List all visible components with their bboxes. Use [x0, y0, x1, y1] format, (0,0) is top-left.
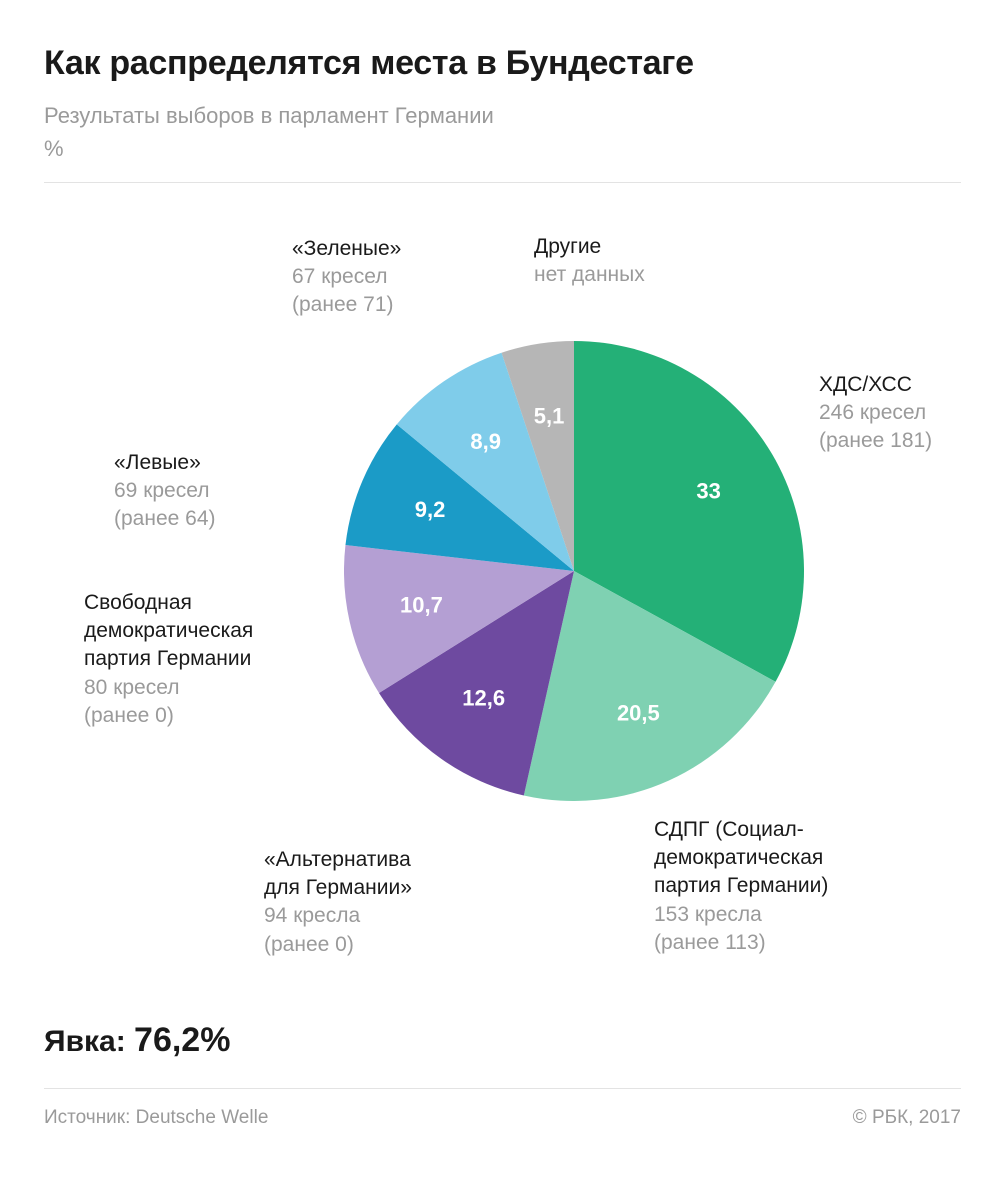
slice-ext-label: Другиенет данных: [534, 233, 645, 290]
slice-value-label: 10,7: [400, 592, 443, 617]
turnout-label: Явка:: [44, 1025, 126, 1058]
slice-ext-label: СДПГ (Социал-демократическаяпартия Герма…: [654, 816, 828, 958]
pie-chart: 33 20,5 12,6 10,7 9,2 8,9 5,1: [344, 341, 804, 801]
divider-bottom: [44, 1088, 961, 1089]
turnout-value: 76,2%: [134, 1021, 230, 1059]
divider-top: [44, 182, 961, 183]
footer: Источник: Deutsche Welle © РБК, 2017: [44, 1107, 961, 1129]
chart-title: Как распределятся места в Бундестаге: [44, 44, 961, 83]
slice-ext-label: «Альтернативадля Германии»94 кресла(ране…: [264, 846, 412, 959]
footer-source: Источник: Deutsche Welle: [44, 1107, 268, 1129]
slice-value-label: 20,5: [617, 700, 660, 725]
pie-chart-area: 33 20,5 12,6 10,7 9,2 8,9 5,1 ХДС/ХСС246 кресе…: [44, 211, 961, 991]
chart-subtitle: Результаты выборов в парламент Германии: [44, 101, 961, 132]
chart-unit: %: [44, 136, 961, 162]
turnout-line: Явка: 76,2%: [44, 1021, 961, 1060]
slice-value-label: 9,2: [415, 497, 446, 522]
slice-value-label: 8,9: [470, 429, 501, 454]
footer-copyright: © РБК, 2017: [853, 1107, 961, 1129]
slice-ext-label: «Левые»69 кресел(ранее 64): [114, 449, 216, 534]
slice-ext-label: ХДС/ХСС246 кресел(ранее 181): [819, 371, 932, 456]
slice-ext-label: Свободнаядемократическаяпартия Германии8…: [84, 589, 253, 731]
slice-ext-label: «Зеленые»67 кресел(ранее 71): [292, 235, 401, 320]
slice-value-label: 5,1: [534, 403, 565, 428]
slice-value-label: 12,6: [462, 685, 505, 710]
slice-value-label: 33: [696, 478, 720, 503]
